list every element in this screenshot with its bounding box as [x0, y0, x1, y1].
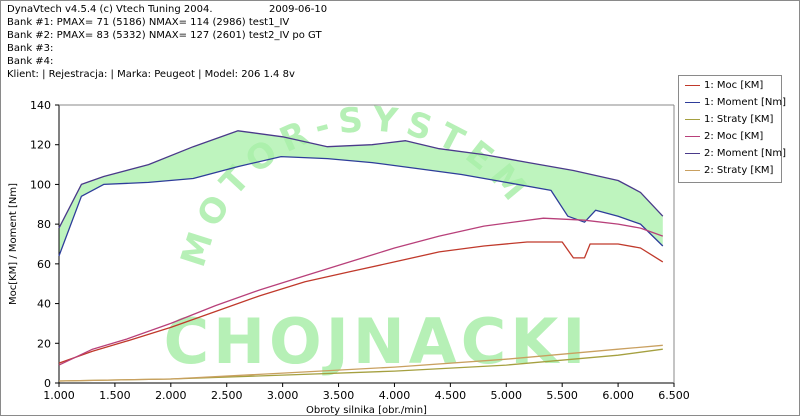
x-tick-label: 3.000 — [267, 389, 299, 402]
y-tick-label: 0 — [44, 377, 51, 390]
x-tick-label: 5.500 — [546, 389, 578, 402]
legend-swatch — [685, 84, 700, 86]
legend-label: 2: Moc [KM] — [704, 131, 764, 142]
x-tick-label: 1.000 — [43, 389, 75, 402]
legend-item: 2: Moment [Nm] — [685, 148, 786, 160]
y-tick-label: 140 — [30, 99, 51, 112]
series-line-5 — [58, 130, 664, 229]
legend-swatch — [685, 135, 700, 137]
bank2-summary: Bank #2: PMAX= 83 (5332) NMAX= 127 (2601… — [7, 30, 322, 41]
x-tick-label: 5.000 — [491, 389, 523, 402]
x-axis-label: Obroty silnika [obr./min] — [306, 405, 427, 415]
legend-swatch — [685, 101, 700, 103]
legend-item: 1: Moment [Nm] — [685, 97, 786, 109]
x-tick-label: 4.500 — [435, 389, 467, 402]
watermark-text: CHOJNACKI — [164, 305, 590, 378]
series-line-4 — [58, 217, 664, 366]
legend-swatch — [685, 169, 700, 171]
app-title: DynaVtech v4.5.4 (c) Vtech Tuning 2004. — [7, 4, 213, 15]
report-date: 2009-06-10 — [269, 4, 328, 15]
legend-item: 2: Straty [KM] — [685, 165, 773, 177]
x-tick-label: 2.500 — [211, 389, 243, 402]
x-tick-label: 6.500 — [658, 389, 690, 402]
x-tick-label: 2.000 — [155, 389, 187, 402]
series-line-2 — [58, 155, 664, 257]
x-tick-label: 4.000 — [379, 389, 411, 402]
bank1-summary: Bank #1: PMAX= 71 (5186) NMAX= 114 (2986… — [7, 17, 290, 28]
client-info: Klient: | Rejestracja: | Marka: Peugeot … — [7, 69, 295, 80]
legend-label: 1: Moment [Nm] — [704, 97, 787, 108]
legend-swatch — [685, 152, 700, 154]
legend-swatch — [685, 118, 700, 120]
y-tick-label: 60 — [37, 258, 51, 271]
y-tick-label: 120 — [30, 139, 51, 152]
series-line-6 — [58, 344, 663, 382]
y-tick-label: 20 — [37, 337, 51, 350]
x-tick-label: 3.500 — [323, 389, 355, 402]
series-line-1 — [58, 241, 664, 364]
legend-label: 2: Straty [KM] — [704, 165, 774, 176]
legend-label: 1: Straty [KM] — [704, 114, 774, 125]
chart-legend: 1: Moc [KM] 1: Moment [Nm] 1: Straty [KM] 2… — [678, 75, 786, 183]
legend-item: 2: Moc [KM] — [685, 131, 763, 143]
x-tick-label: 6.000 — [602, 389, 634, 402]
legend-item: 1: Straty [KM] — [685, 114, 773, 126]
y-tick-label: 80 — [37, 218, 51, 231]
bank4-summary: Bank #4: — [7, 56, 54, 67]
bank3-summary: Bank #3: — [7, 43, 54, 54]
legend-label: 1: Moc [KM] — [704, 80, 764, 91]
x-tick-label: 1.500 — [99, 389, 131, 402]
y-tick-label: 100 — [30, 178, 51, 191]
legend-item: 1: Moc [KM] — [685, 80, 763, 92]
moment-gain-band — [59, 130, 663, 256]
legend-label: 2: Moment [Nm] — [704, 148, 787, 159]
y-axis-label: Moc[KM] / Moment [Nm] — [8, 183, 19, 305]
y-tick-label: 40 — [37, 298, 51, 311]
